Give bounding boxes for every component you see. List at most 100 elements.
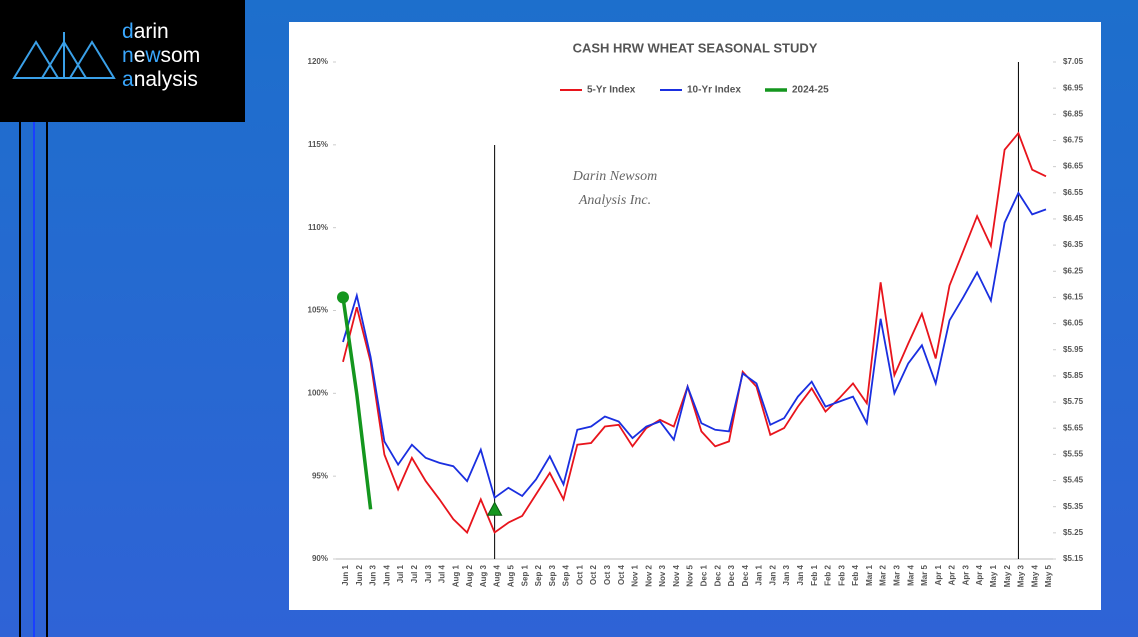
y2-tick-label: $7.05 [1063, 57, 1084, 66]
y2-tick-label: $6.35 [1063, 240, 1084, 249]
x-tick-label: Mar 3 [892, 564, 901, 585]
y2-tick-label: $5.55 [1063, 449, 1084, 458]
x-tick-label: Oct 3 [603, 564, 612, 585]
logo-part: a [122, 68, 134, 91]
x-tick-label: Jul 2 [410, 564, 419, 583]
start-marker [337, 291, 349, 304]
x-tick-label: Nov 2 [644, 564, 653, 586]
y-tick-label: 105% [308, 306, 328, 315]
x-tick-label: Feb 2 [824, 564, 833, 585]
x-tick-label: Feb 4 [851, 564, 860, 585]
x-tick-label: Jul 4 [438, 564, 447, 583]
logo-part: som [161, 44, 201, 67]
legend-label: 2024-25 [792, 85, 829, 96]
x-tick-label: Feb 1 [810, 564, 819, 585]
y-tick-label: 100% [308, 388, 328, 397]
x-tick-label: Nov 3 [658, 564, 667, 586]
logo-line: newsom [122, 44, 200, 67]
x-tick-label: Aug 1 [451, 564, 460, 587]
logo-line: darin [122, 20, 169, 43]
y2-tick-label: $6.75 [1063, 136, 1084, 145]
series-line [342, 131, 1047, 535]
x-tick-label: Dec 4 [741, 564, 750, 586]
x-tick-label: Mar 1 [865, 564, 874, 585]
y2-tick-label: $5.75 [1063, 397, 1084, 406]
legend-label: 5-Yr Index [587, 85, 636, 96]
watermark: Darin Newsom [572, 169, 657, 184]
x-tick-label: Apr 2 [948, 564, 957, 585]
x-tick-label: Apr 1 [934, 564, 943, 585]
y-tick-label: 115% [308, 140, 328, 149]
logo-part: d [122, 20, 134, 43]
y2-tick-label: $6.15 [1063, 293, 1084, 302]
y2-tick-label: $5.45 [1063, 476, 1084, 485]
logo-part: n [122, 44, 134, 67]
legend-label: 10-Yr Index [687, 85, 741, 96]
x-tick-label: May 5 [1044, 564, 1053, 587]
x-tick-label: Feb 3 [837, 564, 846, 585]
x-tick-label: Nov 5 [686, 564, 695, 586]
x-tick-label: Jan 4 [796, 564, 805, 585]
y2-tick-label: $5.15 [1063, 554, 1084, 563]
y-tick-label: 120% [308, 57, 328, 66]
x-tick-label: Jun 1 [341, 564, 350, 585]
y2-tick-label: $5.65 [1063, 423, 1084, 432]
chart-title: CASH HRW WHEAT SEASONAL STUDY [573, 40, 818, 55]
x-tick-label: Sep 1 [520, 564, 529, 586]
x-tick-label: Apr 4 [975, 564, 984, 585]
y2-tick-label: $6.05 [1063, 319, 1084, 328]
x-tick-label: Mar 5 [920, 564, 929, 585]
x-tick-label: Jan 2 [768, 564, 777, 585]
x-tick-label: Nov 1 [631, 564, 640, 586]
x-tick-label: Jun 3 [369, 564, 378, 585]
watermark: Analysis Inc. [578, 193, 651, 208]
logo-box [0, 0, 245, 122]
x-tick-label: Sep 4 [562, 564, 571, 586]
x-tick-label: Apr 3 [961, 564, 970, 585]
x-tick-label: Sep 3 [548, 564, 557, 586]
y2-tick-label: $5.85 [1063, 371, 1084, 380]
y2-tick-label: $5.25 [1063, 528, 1084, 537]
end-marker [486, 501, 503, 516]
x-tick-label: Aug 4 [493, 564, 502, 587]
chart-panel [289, 22, 1101, 610]
x-tick-label: Jun 4 [382, 564, 391, 585]
y2-tick-label: $5.35 [1063, 502, 1084, 511]
logo-part: nalysis [134, 68, 198, 91]
x-tick-label: Nov 4 [672, 564, 681, 586]
x-tick-label: Jan 3 [782, 564, 791, 585]
x-tick-label: Jan 1 [755, 564, 764, 585]
x-tick-label: Sep 2 [534, 564, 543, 586]
y2-tick-label: $6.55 [1063, 188, 1084, 197]
logo-icon [12, 32, 116, 79]
y-tick-label: 90% [312, 554, 328, 563]
y2-tick-label: $6.85 [1063, 109, 1084, 118]
x-tick-label: May 4 [1030, 564, 1039, 587]
x-tick-label: Aug 3 [479, 564, 488, 587]
series-line [342, 191, 1047, 500]
x-tick-label: Jul 1 [396, 564, 405, 583]
y2-tick-label: $6.65 [1063, 162, 1084, 171]
logo-part: e [134, 44, 146, 67]
x-tick-label: Oct 2 [589, 564, 598, 585]
x-tick-label: Mar 2 [879, 564, 888, 585]
x-tick-label: Mar 4 [906, 564, 915, 585]
x-tick-label: Jul 3 [424, 564, 433, 583]
y2-tick-label: $6.45 [1063, 214, 1084, 223]
x-tick-label: May 3 [1017, 564, 1026, 587]
y-tick-label: 110% [308, 223, 328, 232]
x-tick-label: May 2 [1003, 564, 1012, 587]
y2-tick-label: $6.95 [1063, 83, 1084, 92]
logo-part: w [144, 44, 161, 67]
x-tick-label: Dec 3 [727, 564, 736, 586]
x-tick-label: Dec 1 [700, 564, 709, 586]
x-tick-label: Dec 2 [713, 564, 722, 586]
y2-tick-label: $5.95 [1063, 345, 1084, 354]
x-tick-label: Oct 1 [575, 564, 584, 585]
x-tick-label: Jun 2 [355, 564, 364, 585]
y-tick-label: 95% [312, 471, 328, 480]
x-tick-label: Oct 4 [617, 564, 626, 585]
x-tick-label: Aug 5 [507, 564, 516, 587]
